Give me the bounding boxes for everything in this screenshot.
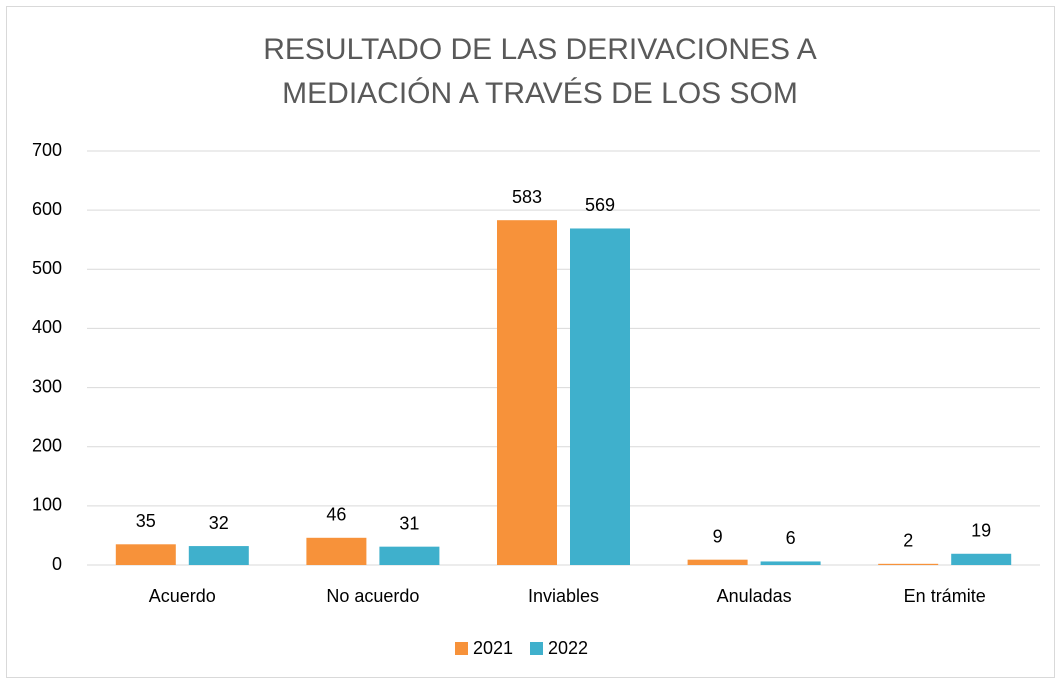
- legend-swatch: [530, 642, 543, 655]
- bar: [306, 537, 367, 565]
- y-tick-label: 200: [32, 435, 62, 455]
- bar: [687, 559, 748, 565]
- x-tick-label: En trámite: [904, 586, 986, 606]
- data-label: 35: [136, 511, 156, 531]
- bar: [379, 546, 440, 565]
- chart-title: RESULTADO DE LAS DERIVACIONES A MEDIACIÓ…: [263, 33, 817, 110]
- y-tick-label: 500: [32, 258, 62, 278]
- data-label: 32: [209, 513, 229, 533]
- x-tick-label: Anuladas: [717, 586, 792, 606]
- x-tick-label: Inviables: [528, 586, 599, 606]
- legend-label: 2022: [548, 638, 588, 658]
- bar: [497, 220, 557, 565]
- x-tick-label: No acuerdo: [326, 586, 419, 606]
- y-tick-label: 600: [32, 199, 62, 219]
- data-label: 569: [585, 195, 615, 215]
- data-label: 583: [512, 187, 542, 207]
- y-tick-label: 0: [52, 554, 62, 574]
- bar: [878, 563, 939, 565]
- bar: [760, 561, 821, 565]
- y-tick-label: 700: [32, 140, 62, 160]
- bar: [570, 228, 630, 565]
- bar: [188, 546, 249, 565]
- bar: [951, 553, 1012, 565]
- data-label: 9: [713, 526, 723, 546]
- legend-label: 2021: [473, 638, 513, 658]
- bar: [115, 544, 176, 565]
- legend-swatch: [455, 642, 468, 655]
- data-label: 46: [326, 505, 346, 525]
- x-tick-label: Acuerdo: [149, 586, 216, 606]
- y-tick-label: 300: [32, 376, 62, 396]
- data-label: 6: [786, 528, 796, 548]
- data-label: 19: [971, 521, 991, 541]
- data-label: 31: [399, 513, 419, 533]
- data-label: 2: [903, 531, 913, 551]
- y-tick-label: 100: [32, 495, 62, 515]
- y-tick-label: 400: [32, 317, 62, 337]
